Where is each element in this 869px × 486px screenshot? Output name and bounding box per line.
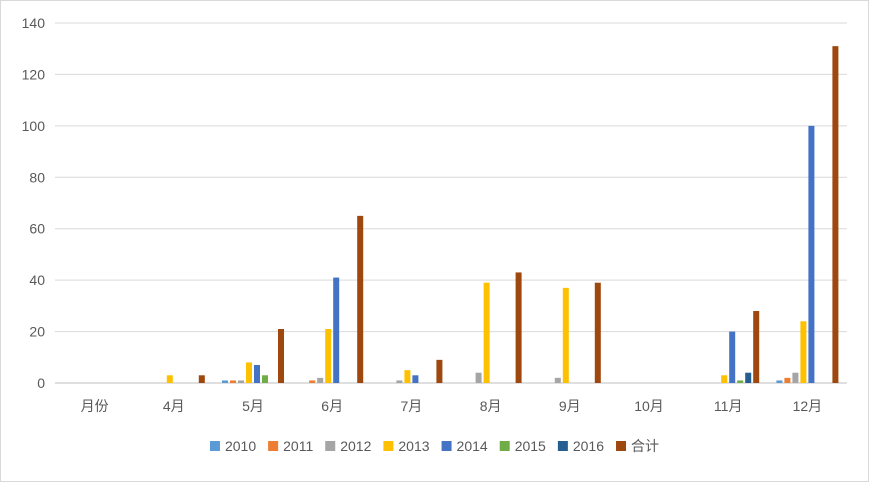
bar-2010-5月 [222,380,228,383]
x-tick-label: 12月 [793,398,823,414]
bar-2013-8月 [483,282,490,383]
legend-swatch [557,441,568,451]
bar-2011-12月 [784,377,791,383]
bar-合计-8月 [515,272,522,383]
bar-2012-5月 [238,380,244,383]
gridlines [55,22,847,384]
bar-2016-11月 [745,372,752,383]
bar-2013-4月 [166,375,173,383]
legend-swatch [616,441,627,451]
bar-合计-5月 [278,329,284,383]
legend-item-2016: 2016 [557,438,604,454]
legend-item-2010: 2010 [209,438,256,454]
legend-label: 2016 [573,438,604,454]
x-tick-label: 10月 [634,398,664,414]
legend-label: 2013 [398,438,429,454]
x-tick-label: 6月 [321,398,343,414]
legend-item-2012: 2012 [325,438,372,454]
bar-2013-12月 [800,321,807,383]
bar-2011-6月 [309,380,316,383]
bar-2012-8月 [475,372,482,383]
bar-2013-11月 [721,375,728,383]
y-tick-label: 60 [29,221,45,237]
x-tick-label: 4月 [163,398,185,414]
bar-2012-9月 [554,377,561,383]
bar-2011-5月 [230,380,236,383]
bar-2013-9月 [562,287,569,383]
x-tick-label: 11月 [714,398,743,414]
bar-2015-11月 [737,380,744,383]
legend-label: 2011 [283,438,313,454]
legend-swatch [441,441,452,451]
legend-swatch [325,441,336,451]
bar-2010-12月 [776,380,783,383]
y-tick-label: 40 [29,272,45,288]
y-tick-label: 140 [22,15,46,31]
legend-swatch [499,441,510,451]
legend: 2010 2011 2012 2013 2014 2015 2016 合计 [209,438,659,454]
y-tick-label: 100 [22,118,46,134]
bar-2013-6月 [325,329,332,383]
bar-2014-5月 [254,365,260,383]
legend-item-合计: 合计 [616,438,659,454]
legend-item-2013: 2013 [383,438,430,454]
y-tick-label: 0 [37,375,45,391]
bar-合计-11月 [753,311,760,383]
bar-合计-6月 [357,215,364,383]
legend-swatch [268,441,279,451]
x-tick-label: 8月 [480,398,502,414]
bar-2014-12月 [808,125,815,383]
bar-2015-5月 [262,375,268,383]
legend-item-2011: 2011 [268,438,313,454]
legend-label: 2015 [515,438,546,454]
bar-合计-12月 [832,46,839,384]
x-tick-label: 9月 [559,398,581,414]
bar-2013-5月 [246,362,252,383]
y-axis-ticks: 0 20 40 60 80 100 120 140 [22,15,46,391]
bar-合计-4月 [198,375,205,383]
legend-label: 2014 [457,438,488,454]
legend-swatch [383,441,394,451]
x-axis-ticks: 月份 4月 5月 6月 7月 8月 9月 10月 11月 12月 [81,398,823,414]
bar-2013-7月 [404,370,411,383]
legend-label: 2012 [340,438,371,454]
x-tick-label: 月份 [81,398,109,414]
bar-2012-12月 [792,372,799,383]
bars [166,46,839,384]
bar-2014-7月 [412,375,419,383]
legend-swatch [209,441,220,451]
bar-2012-7月 [396,380,403,383]
legend-item-2015: 2015 [499,438,546,454]
bar-2012-6月 [317,377,324,383]
bar-合计-7月 [436,359,443,383]
bar-2014-11月 [729,331,736,383]
bar-2014-6月 [333,277,340,383]
y-tick-label: 80 [29,169,45,185]
legend-label: 合计 [631,438,659,454]
legend-item-2014: 2014 [441,438,488,454]
y-tick-label: 20 [29,324,45,340]
y-tick-label: 120 [22,66,46,82]
bar-合计-9月 [594,282,601,383]
legend-label: 2010 [225,438,256,454]
x-tick-label: 5月 [242,398,264,414]
x-tick-label: 7月 [401,398,423,414]
